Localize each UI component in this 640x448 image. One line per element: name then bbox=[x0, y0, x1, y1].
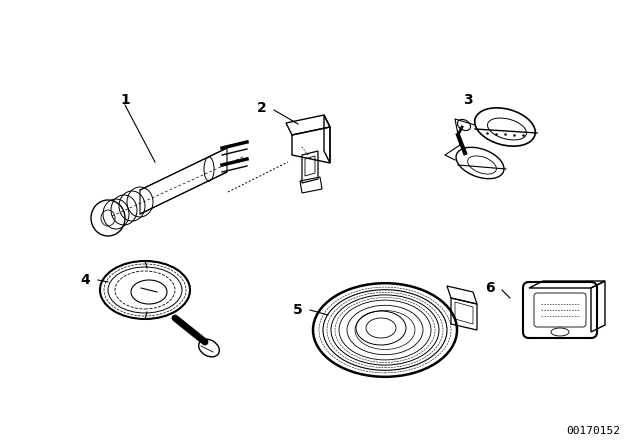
Text: 4: 4 bbox=[80, 273, 90, 287]
Text: 6: 6 bbox=[485, 281, 495, 295]
Text: 00170152: 00170152 bbox=[566, 426, 620, 436]
Text: 5: 5 bbox=[293, 303, 303, 317]
Text: 3: 3 bbox=[463, 93, 473, 107]
Text: 2: 2 bbox=[257, 101, 267, 115]
Text: 1: 1 bbox=[120, 93, 130, 107]
